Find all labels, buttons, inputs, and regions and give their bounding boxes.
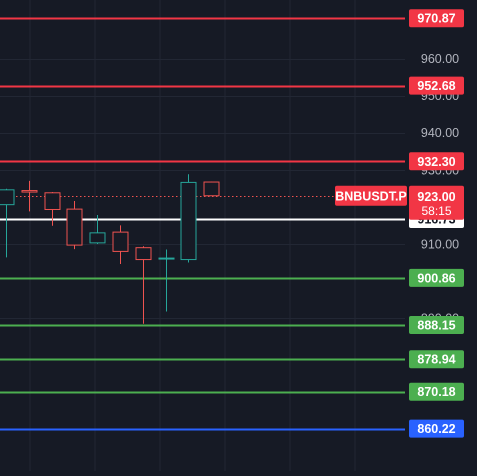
countdown-tag: 58:15 xyxy=(421,204,451,218)
candle-body-0 xyxy=(0,189,15,206)
y-tick-label-4: 910.00 xyxy=(421,237,459,251)
level-tag-5: 888.15 xyxy=(417,319,455,333)
candle-body-5 xyxy=(112,231,129,252)
candle-body-6 xyxy=(135,247,152,261)
level-tag-5-bg xyxy=(409,316,464,335)
level-tag-7-bg xyxy=(409,382,464,401)
level-tag-8: 860.22 xyxy=(417,422,455,436)
symbol-tag: BNBUSDT.P xyxy=(335,189,407,203)
candle-body-2 xyxy=(44,192,61,210)
level-tag-8-bg xyxy=(409,419,464,438)
candle-body-3 xyxy=(66,208,83,246)
level-tag-4: 900.86 xyxy=(417,271,455,285)
candle-body-8 xyxy=(180,181,197,261)
symbol-tag-bg xyxy=(335,185,407,206)
level-tag-1: 952.68 xyxy=(417,79,455,93)
level-tag-7: 870.18 xyxy=(417,385,455,399)
level-tag-6: 878.94 xyxy=(417,353,455,367)
candle-body-1 xyxy=(21,190,38,193)
candle-body-7 xyxy=(158,257,175,260)
level-tag-1-bg xyxy=(409,76,464,95)
level-tag-0: 970.87 xyxy=(417,12,455,26)
last-price-tag: 923.00 xyxy=(417,190,455,204)
level-tag-2-bg xyxy=(409,152,464,171)
level-tag-0-bg xyxy=(409,9,464,28)
candles xyxy=(0,174,220,324)
level-tag-2: 932.30 xyxy=(417,155,455,169)
level-tag-4-bg xyxy=(409,268,464,287)
y-tick-label-2: 940.00 xyxy=(421,126,459,140)
price-tags: 970.87952.68932.30916.73900.86888.15878.… xyxy=(335,9,464,438)
y-tick-label-0: 960.00 xyxy=(421,52,459,66)
level-tag-6-bg xyxy=(409,350,464,369)
candle-body-4 xyxy=(89,232,106,244)
candle-body-9 xyxy=(203,181,220,197)
last-price-tag-bg xyxy=(409,185,464,220)
